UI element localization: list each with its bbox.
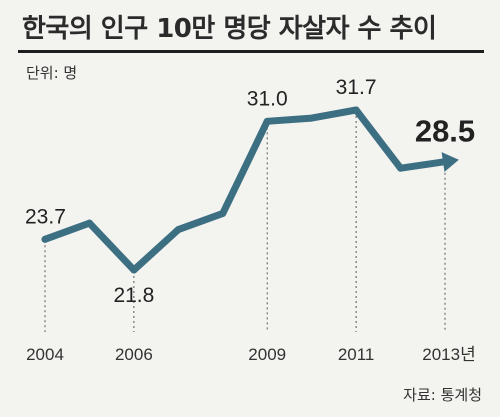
chart-title: 한국의 인구 10만 명당 자살자 수 추이 [22,14,437,44]
value-label-2009: 31.0 [247,87,288,110]
series-line [41,106,449,274]
x-tick-label-2011: 2011 [338,345,375,364]
value-label-2011: 31.7 [336,76,377,99]
x-tick-label-2013: 2013년 [422,345,475,364]
data-point-2005 [85,219,93,227]
data-point-2007 [174,226,182,234]
data-point-2009 [263,117,271,125]
data-point-2010 [308,114,316,122]
data-point-2004 [41,235,49,243]
arrow-head [441,152,459,172]
x-tick-label-2004: 2004 [26,345,64,364]
value-label-2004: 23.7 [25,205,66,228]
x-tick-label-2009: 2009 [248,345,286,364]
data-point-2008 [219,209,227,217]
value-label-2013: 28.5 [415,114,475,149]
data-point-2012 [397,164,405,172]
x-tick-label-2006: 2006 [115,345,153,364]
data-point-2006 [130,266,138,274]
source-label: 자료: 통계청 [403,386,482,404]
title-divider [18,50,484,53]
data-point-2011 [352,106,360,114]
value-label-2006: 21.8 [113,284,154,307]
unit-label: 단위: 명 [26,64,78,82]
